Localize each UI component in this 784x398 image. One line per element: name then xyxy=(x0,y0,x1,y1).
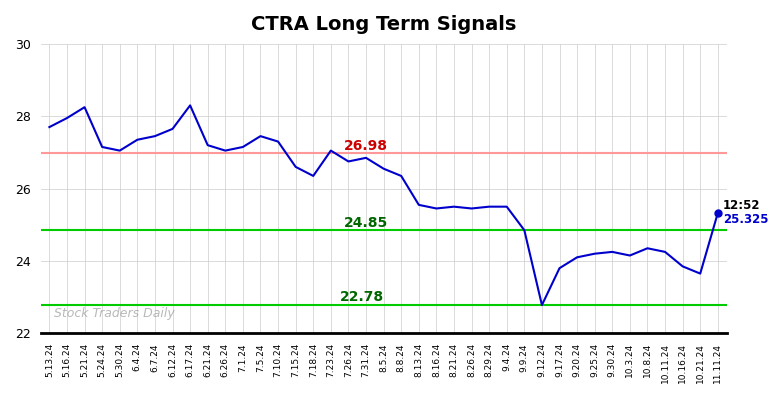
Text: 24.85: 24.85 xyxy=(343,216,388,230)
Text: Stock Traders Daily: Stock Traders Daily xyxy=(54,307,175,320)
Text: 25.325: 25.325 xyxy=(723,213,768,226)
Text: 26.98: 26.98 xyxy=(343,139,387,152)
Text: 22.78: 22.78 xyxy=(340,291,384,304)
Text: 12:52: 12:52 xyxy=(723,199,760,213)
Title: CTRA Long Term Signals: CTRA Long Term Signals xyxy=(251,15,517,34)
